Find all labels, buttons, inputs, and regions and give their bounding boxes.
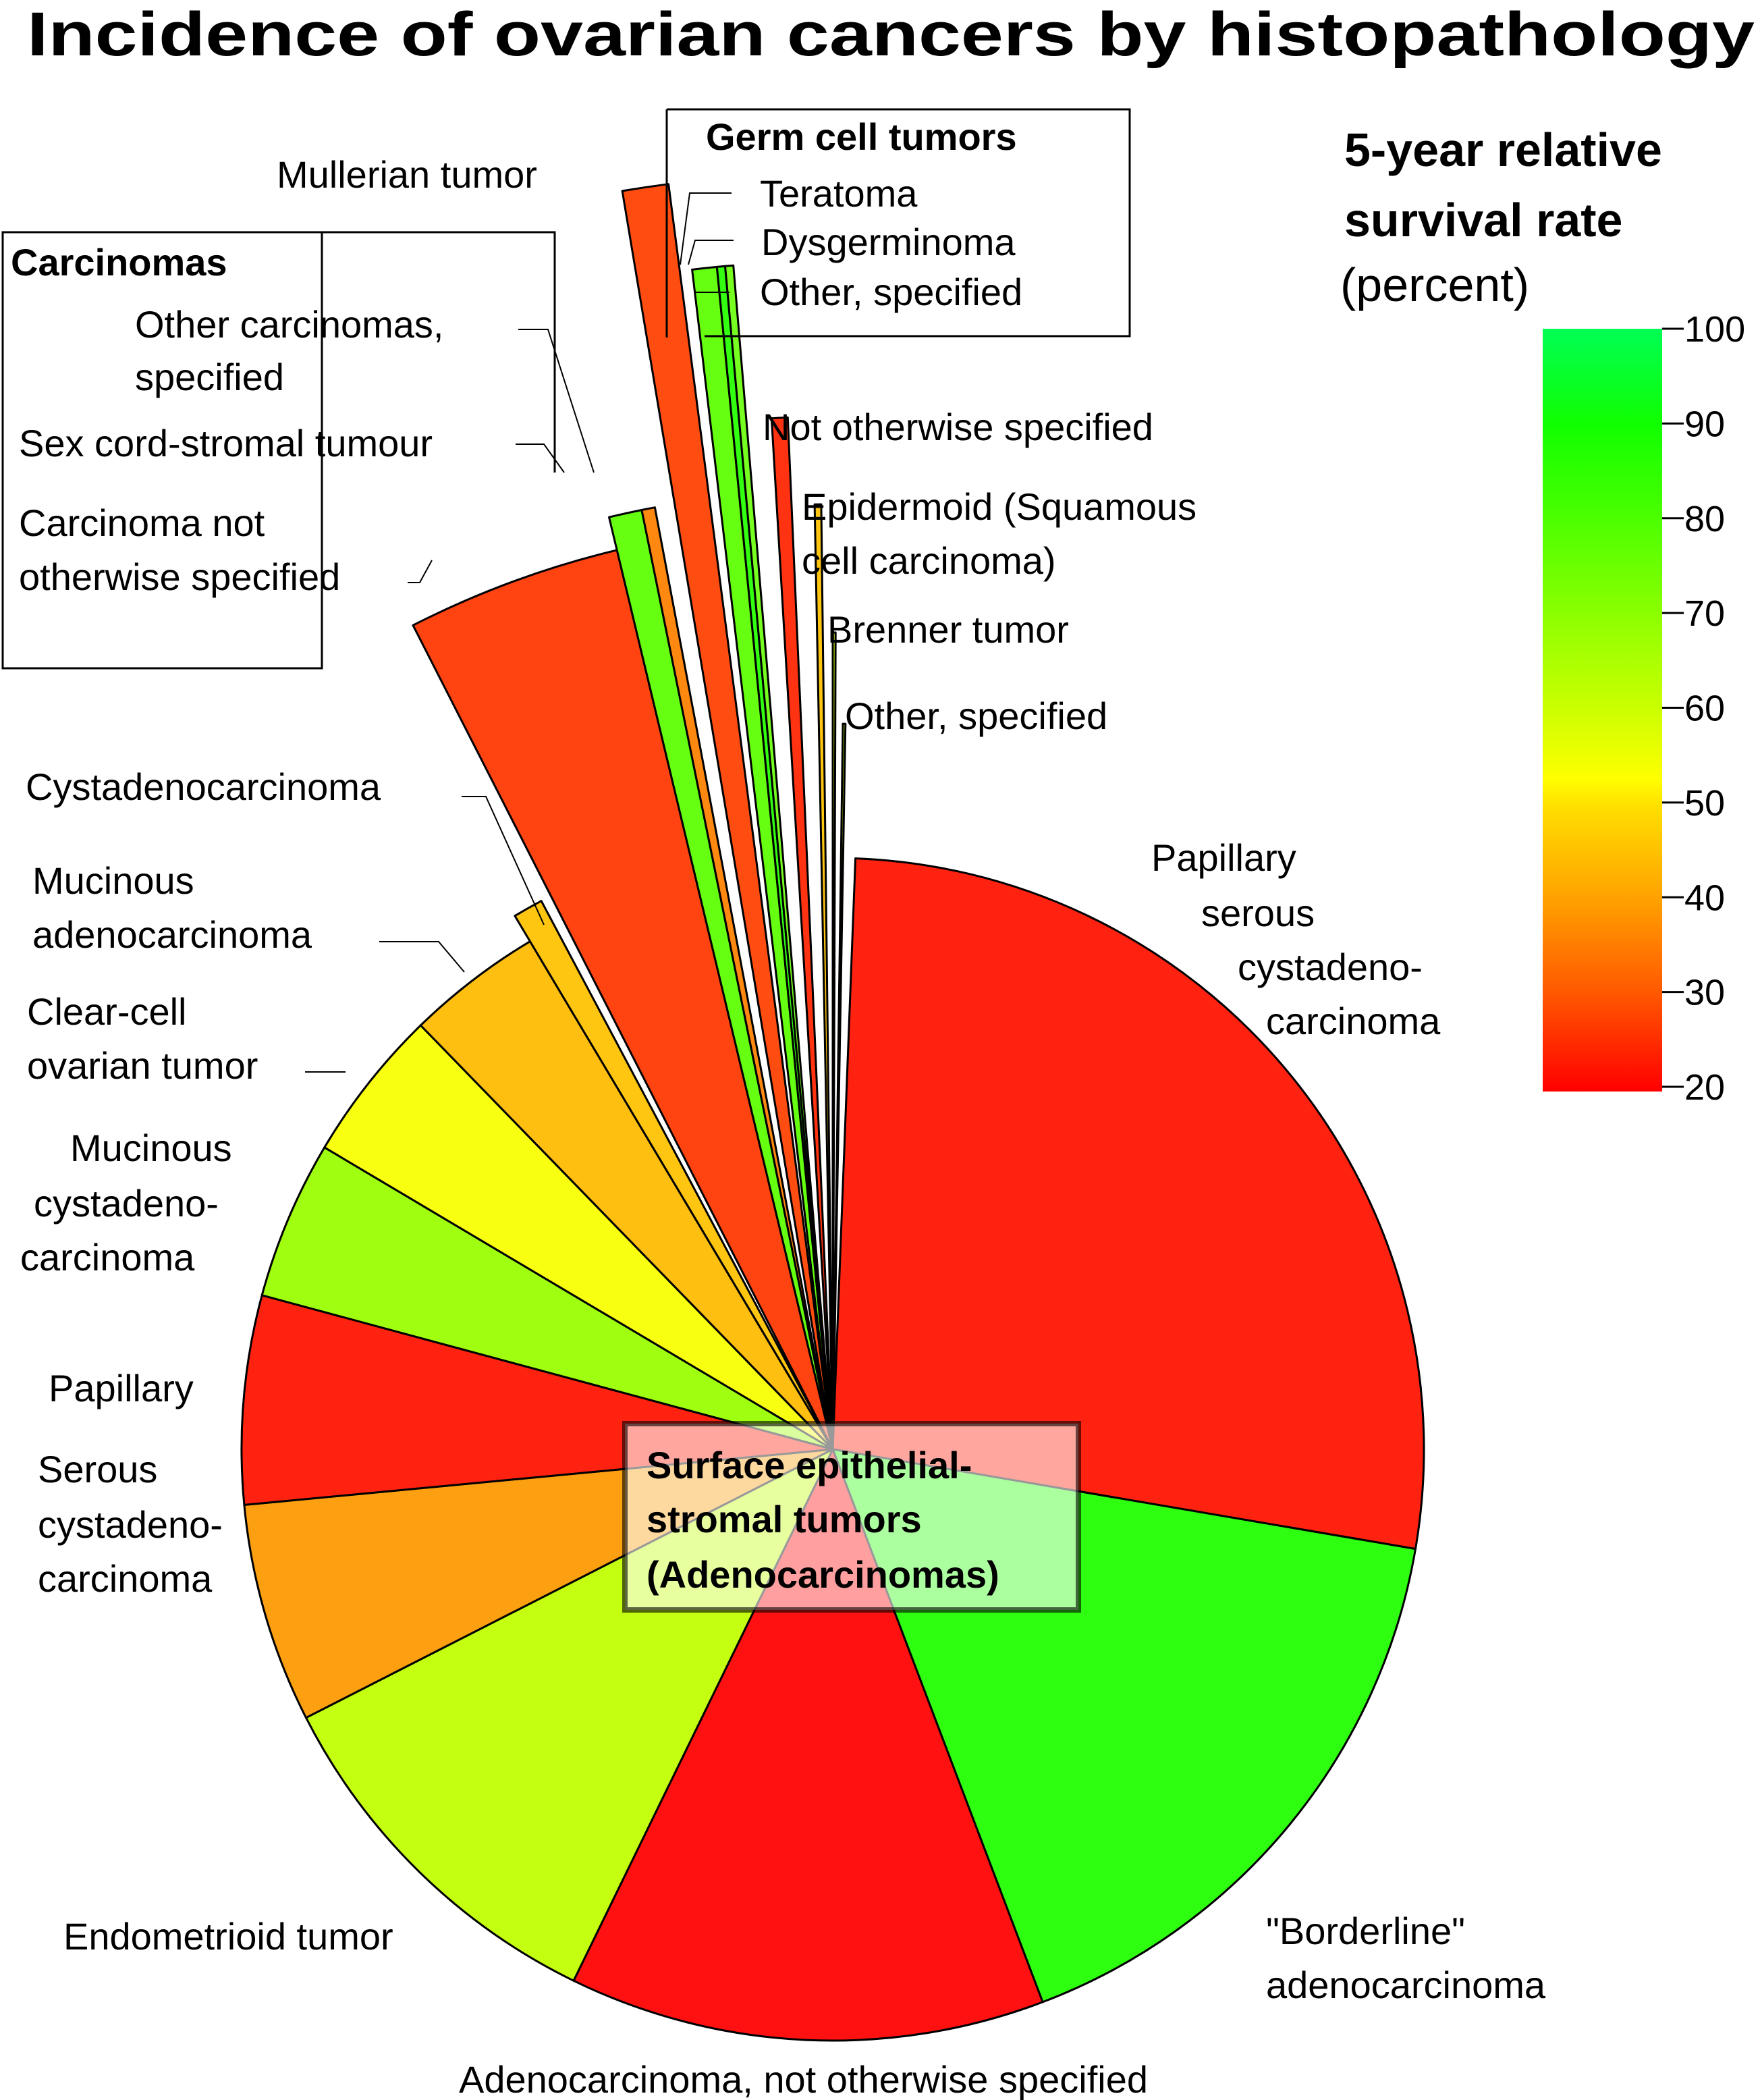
pie-slice: Papillary serous cystadenocarcinoma	[831, 857, 1425, 1551]
label-epidermoid-1: Epidermoid (Squamous	[802, 485, 1197, 528]
leader-line	[516, 443, 565, 473]
label-mullerian: Mullerian tumor	[277, 153, 537, 196]
pie-slice: Mucinous adenocarcinoma	[419, 940, 834, 1451]
surface-title-3: (Adenocarcinomas)	[647, 1553, 999, 1596]
label-epidermoid-2: cell carcinoma)	[802, 539, 1056, 582]
surface-title-2: stromal tumors	[647, 1498, 922, 1540]
colorbar-tick-label: 50	[1684, 783, 1725, 824]
label-teratoma: Teratoma	[760, 172, 918, 215]
label-serous-1: Serous	[38, 1448, 157, 1490]
label-brenner: Brenner tumor	[827, 608, 1069, 651]
chart-title: Incidence of ovarian cancers by histopat…	[27, 0, 1755, 69]
label-cystadenocarcinoma: Cystadenocarcinoma	[26, 765, 381, 808]
colorbar-tick-label: 100	[1684, 309, 1745, 350]
label-serous-2: cystadeno-	[38, 1503, 223, 1546]
colorbar	[1543, 329, 1662, 1092]
survival-colorbar-legend: 5-year relative survival rate (percent) …	[1340, 124, 1745, 1108]
colorbar-tick-label: 40	[1684, 878, 1725, 918]
label-other-specified: Other, specified	[845, 695, 1107, 737]
label-clear-cell-1: Clear-cell	[27, 990, 187, 1033]
label-borderline-2: adenocarcinoma	[1266, 1964, 1546, 2006]
surface-title-1: Surface epithelial-	[647, 1444, 972, 1486]
label-papillary: Papillary	[49, 1367, 194, 1409]
colorbar-tick-label: 70	[1684, 593, 1725, 634]
legend-title-1: 5-year relative	[1344, 124, 1662, 176]
pie-slice: Mucinous cystadenocarcinoma	[260, 1146, 834, 1451]
label-carcinoma-nos-2: otherwise specified	[19, 556, 340, 598]
label-adeno-nos: Adenocarcinoma, not otherwise specified	[459, 2058, 1148, 2100]
pie-slice: Clear-cell ovarian tumor	[323, 1024, 834, 1451]
label-mucinous-cyst-2: cystadeno-	[34, 1182, 219, 1224]
pie-slice: Other, specified	[831, 722, 847, 1451]
label-mucinous-cyst-3: carcinoma	[20, 1236, 195, 1278]
label-mucinous-adeno-2: adenocarcinoma	[32, 913, 312, 956]
carcinomas-group-box: Carcinomas Other carcinomas, specified S…	[1, 231, 595, 670]
label-borderline-1: "Borderline"	[1266, 1910, 1465, 1952]
leader-line	[518, 329, 595, 473]
label-serous-3: carcinoma	[38, 1557, 213, 1600]
label-pap-serous-1: Papillary	[1151, 836, 1296, 879]
label-nos: Not otherwise specified	[763, 406, 1153, 448]
pie-slice: Other carcinomas, specified	[640, 506, 834, 1451]
pie-slice: Carcinoma not otherwise specified	[412, 549, 834, 1451]
surface-epithelial-group-box: Surface epithelial- stromal tumors (Aden…	[622, 1421, 1081, 1613]
colorbar-tick-label: 80	[1684, 499, 1725, 539]
leader-line	[408, 560, 433, 583]
carcinomas-group-title: Carcinomas	[11, 241, 227, 284]
colorbar-tick-label: 20	[1684, 1067, 1725, 1108]
label-carcinoma-nos-1: Carcinoma not	[19, 502, 265, 544]
label-dysgerminoma: Dysgerminoma	[761, 221, 1016, 263]
colorbar-tick-label: 60	[1684, 689, 1725, 729]
label-endometrioid: Endometrioid tumor	[63, 1915, 393, 1958]
label-pap-serous-3: cystadeno-	[1238, 946, 1423, 988]
pie-slice: Other, specified (germ cell)	[724, 264, 834, 1451]
legend-unit: (percent)	[1340, 259, 1529, 311]
label-germ-other-specified: Other, specified	[760, 271, 1022, 313]
label-mucinous-cyst-1: Mucinous	[70, 1127, 232, 1169]
colorbar-ticks: 100 90 80 70 60 50 40 30 20	[1662, 309, 1745, 1108]
pie-slices: Papillary serous cystadenocarcinoma"Bord…	[240, 183, 1425, 2042]
label-sex-cord-stromal: Sex cord-stromal tumour	[19, 422, 433, 464]
label-pap-serous-4: carcinoma	[1266, 1000, 1441, 1042]
label-other-carcinomas-1: Other carcinomas,	[135, 303, 444, 346]
pie-slice: Epidermoid (Squamous cell carcinoma)	[813, 503, 834, 1451]
colorbar-tick-label: 30	[1684, 973, 1725, 1013]
pie-slice: Not otherwise specified	[770, 416, 834, 1451]
germ-cell-group-title: Germ cell tumors	[706, 115, 1017, 158]
pie-slice: Adenocarcinoma, not otherwise specified	[572, 1448, 1044, 2042]
colorbar-tick-label: 90	[1684, 404, 1725, 444]
label-pap-serous-2: serous	[1201, 892, 1315, 934]
pie-slice: Mullerian tumor	[621, 183, 834, 1451]
pie-slice: Cystadenocarcinoma	[514, 900, 834, 1451]
pie-slice: Brenner tumor	[831, 631, 837, 1451]
germ-cell-group-box: Germ cell tumors Teratoma Dysgerminoma O…	[665, 108, 1131, 338]
legend-title-2: survival rate	[1344, 194, 1622, 246]
label-other-carcinomas-2: specified	[135, 356, 284, 398]
label-mucinous-adeno-1: Mucinous	[32, 859, 194, 902]
label-clear-cell-2: ovarian tumor	[27, 1044, 258, 1087]
